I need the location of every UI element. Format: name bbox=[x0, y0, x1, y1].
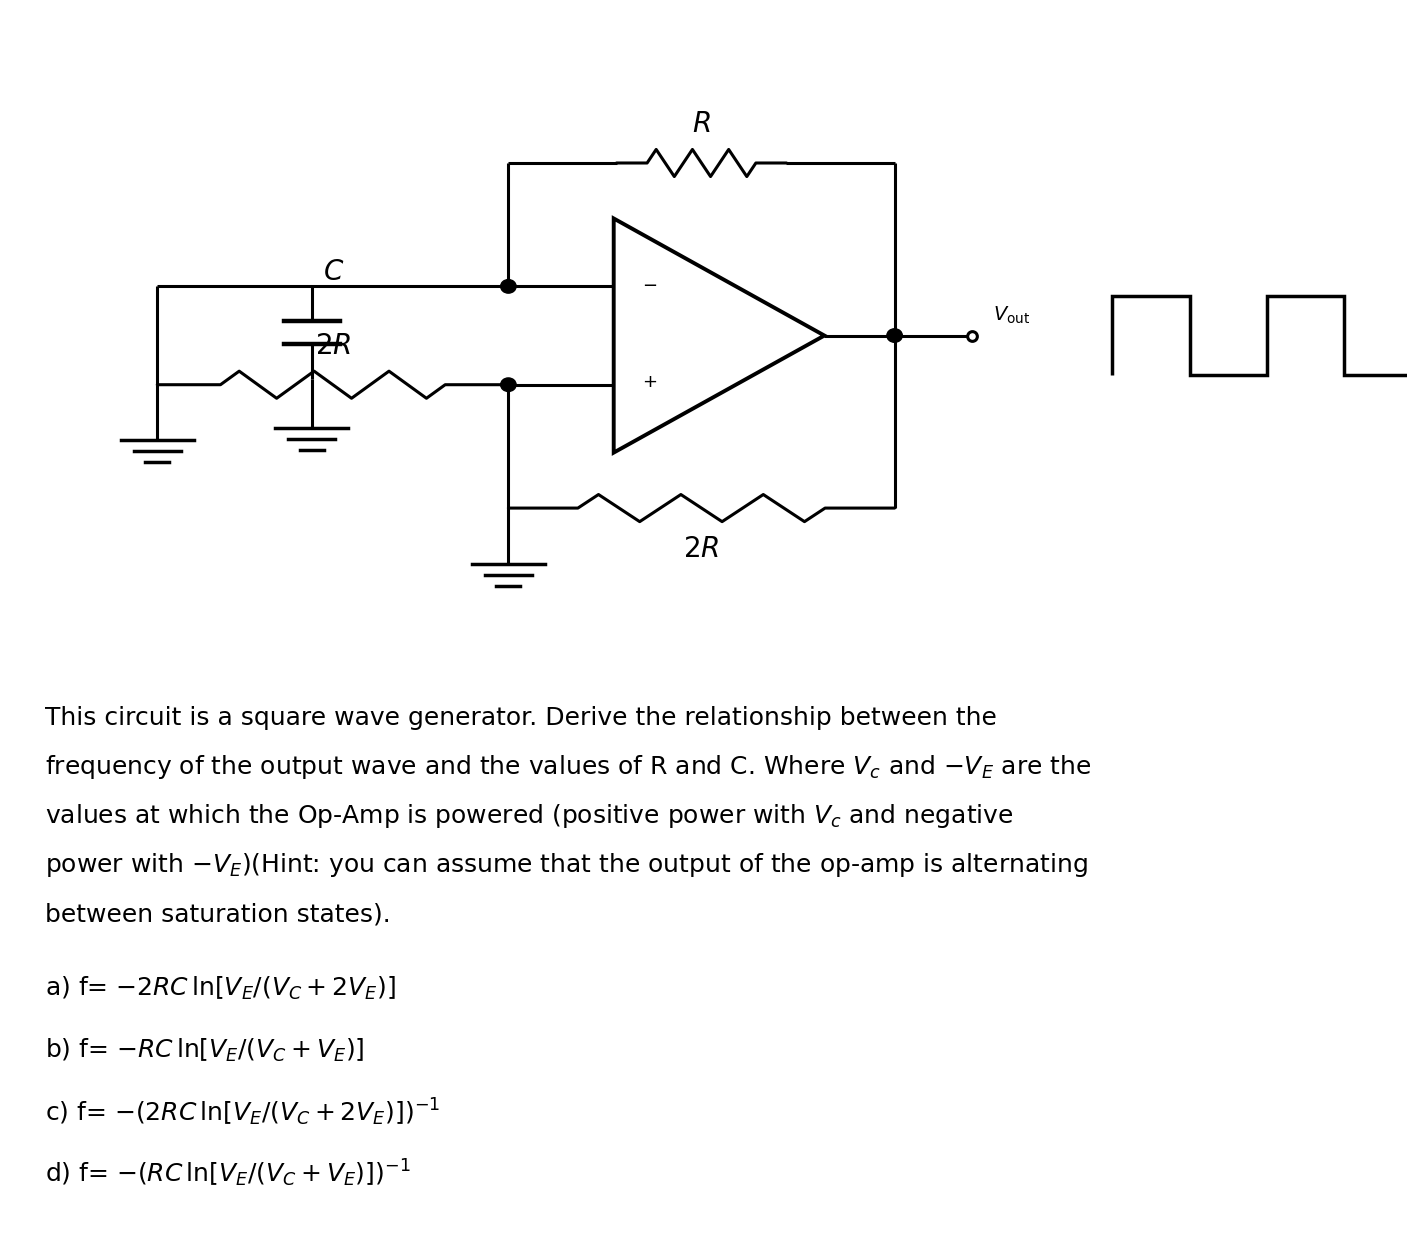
Text: This circuit is a square wave generator. Derive the relationship between the: This circuit is a square wave generator.… bbox=[45, 706, 997, 729]
Circle shape bbox=[887, 329, 902, 343]
Text: $+$: $+$ bbox=[642, 373, 657, 391]
Text: c) f= $-(2RC\,\ln[V_E/(V_C+2V_E)])^{-1}$: c) f= $-(2RC\,\ln[V_E/(V_C+2V_E)])^{-1}$ bbox=[45, 1097, 440, 1128]
Text: $R$: $R$ bbox=[692, 110, 711, 139]
Text: $2R$: $2R$ bbox=[314, 332, 351, 360]
Text: frequency of the output wave and the values of R and C. Where $V_c$ and $-V_E$ a: frequency of the output wave and the val… bbox=[45, 753, 1091, 781]
Text: power with $-V_E$)(Hint: you can assume that the output of the op-amp is alterna: power with $-V_E$)(Hint: you can assume … bbox=[45, 852, 1087, 879]
Text: b) f= $-RC\,\ln[V_E/(V_C+V_E)]$: b) f= $-RC\,\ln[V_E/(V_C+V_E)]$ bbox=[45, 1036, 365, 1063]
Text: $2R$: $2R$ bbox=[684, 535, 719, 563]
Text: values at which the Op-Amp is powered (positive power with $V_c$ and negative: values at which the Op-Amp is powered (p… bbox=[45, 802, 1014, 831]
Circle shape bbox=[501, 280, 516, 293]
Text: $C$: $C$ bbox=[323, 258, 344, 286]
Text: between saturation states).: between saturation states). bbox=[45, 903, 391, 927]
Circle shape bbox=[501, 378, 516, 391]
Text: d) f= $-(RC\,\ln[V_E/(V_C+V_E)])^{-1}$: d) f= $-(RC\,\ln[V_E/(V_C+V_E)])^{-1}$ bbox=[45, 1158, 410, 1190]
Text: $-$: $-$ bbox=[642, 275, 657, 293]
Text: a) f= $-2RC\,\ln[V_E/(V_C+2V_E)]$: a) f= $-2RC\,\ln[V_E/(V_C+2V_E)]$ bbox=[45, 976, 396, 1003]
Text: $V_{\mathrm{out}}$: $V_{\mathrm{out}}$ bbox=[993, 305, 1031, 326]
